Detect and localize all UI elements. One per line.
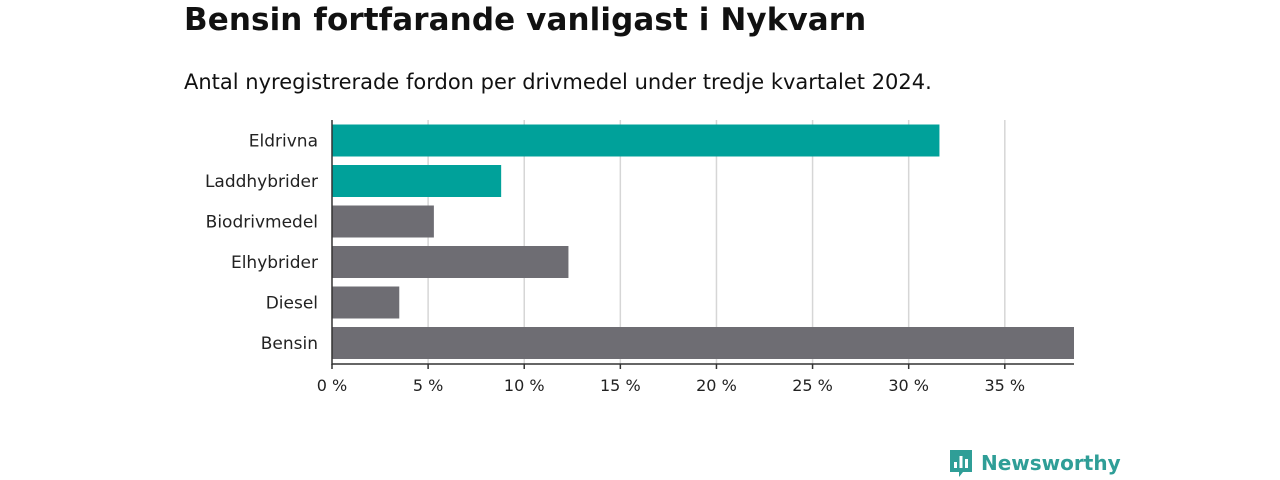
x-tick-label: 0 % <box>317 376 347 395</box>
chart-subtitle: Antal nyregistrerade fordon per drivmede… <box>184 70 932 94</box>
x-tick-label: 20 % <box>696 376 737 395</box>
bar-elhybrider <box>332 246 569 278</box>
category-label: Biodrivmedel <box>206 213 318 233</box>
bar-diesel <box>332 286 400 319</box>
category-label: Bensin <box>261 334 318 354</box>
x-tick-label: 30 % <box>888 376 929 395</box>
bar-bensin <box>332 327 1074 359</box>
bar-biodrivmedel <box>332 205 434 238</box>
brand-logo: Newsworthy <box>948 448 1121 478</box>
category-label: Elhybrider <box>231 253 318 273</box>
category-label: Laddhybrider <box>205 172 318 192</box>
category-label: Eldrivna <box>249 132 318 152</box>
x-tick-label: 25 % <box>792 376 833 395</box>
newsworthy-logo-icon <box>950 450 972 477</box>
bar-laddhybrider <box>332 165 502 197</box>
category-label: Diesel <box>266 294 318 314</box>
x-tick-label: 35 % <box>984 376 1025 395</box>
x-tick-label: 15 % <box>600 376 641 395</box>
brand-name: Newsworthy <box>981 451 1121 475</box>
x-tick-label: 5 % <box>413 376 443 395</box>
x-tick-label: 10 % <box>504 376 545 395</box>
bar-eldrivna <box>332 124 940 157</box>
chart-title: Bensin fortfarande vanligast i Nykvarn <box>184 2 867 38</box>
